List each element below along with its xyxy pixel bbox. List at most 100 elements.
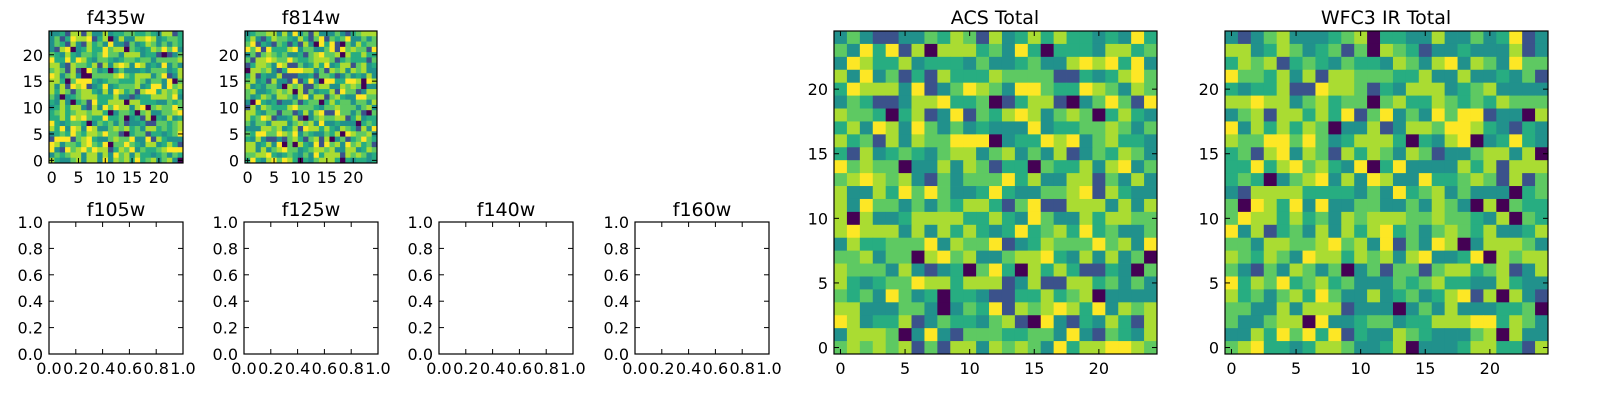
heatmap-cell	[1354, 69, 1368, 84]
heatmap-cell	[1053, 250, 1067, 264]
heatmap-cell	[102, 141, 109, 148]
heatmap-cell	[1496, 328, 1510, 342]
heatmap-cell	[281, 147, 288, 153]
heatmap-cell	[1328, 224, 1342, 239]
heatmap-cell	[1354, 31, 1368, 45]
heatmap-cell	[134, 141, 141, 148]
heatmap-cell	[297, 41, 304, 48]
heatmap-cell	[1522, 289, 1536, 303]
heatmap-cell	[340, 120, 346, 127]
heatmap-cell	[1144, 263, 1158, 277]
heatmap-cell	[266, 147, 272, 153]
heatmap-cell	[1237, 43, 1252, 58]
heatmap-cell	[297, 120, 304, 127]
heatmap-cell	[1457, 224, 1471, 239]
heatmap-cell	[1053, 186, 1067, 200]
heatmap-cell	[1328, 276, 1342, 290]
heatmap-cell	[1131, 147, 1145, 161]
heatmap-cell	[59, 141, 66, 148]
heatmap-cell	[91, 115, 98, 122]
heatmap-cell	[859, 289, 874, 303]
heatmap-cell	[1535, 289, 1549, 303]
heatmap-cell	[260, 83, 267, 90]
x-tick-label: 0.8	[533, 359, 558, 378]
heatmap-cell	[245, 126, 251, 132]
heatmap-cell	[1470, 69, 1484, 84]
heatmap-cell	[281, 78, 288, 85]
heatmap-cell	[1053, 224, 1067, 239]
heatmap-cell	[1131, 82, 1145, 96]
heatmap-cell	[107, 126, 114, 132]
heatmap-cell	[297, 131, 304, 137]
heatmap-cell	[1392, 198, 1407, 213]
heatmap-cell	[250, 115, 256, 122]
heatmap-cell	[150, 36, 157, 42]
heatmap-cell	[75, 89, 82, 95]
heatmap-cell	[355, 73, 362, 79]
heatmap-cell	[113, 36, 120, 42]
heatmap-cell	[898, 250, 912, 264]
heatmap-cell	[1483, 341, 1497, 355]
heatmap-cell	[308, 120, 315, 127]
x-tick-label: 0.2	[63, 359, 88, 378]
heatmap-cell	[303, 73, 309, 79]
x-tick-label: 1.0	[365, 359, 390, 378]
heatmap-cell	[1001, 302, 1016, 316]
heatmap-cell	[1053, 69, 1067, 84]
heatmap-cell	[1522, 198, 1536, 213]
heatmap-cell	[70, 89, 77, 95]
heatmap-cell	[287, 126, 293, 132]
heatmap-cell	[1535, 173, 1549, 187]
panel-f125w: f125w 0.0 0.2 0.4 0.6 0.8 1.00.00.20.40.60.81…	[213, 199, 391, 378]
heatmap-cell	[1237, 82, 1252, 96]
heatmap-cell	[963, 237, 977, 252]
heatmap-cell	[1027, 276, 1042, 290]
heatmap-cell	[271, 36, 278, 42]
heatmap-cell	[1535, 147, 1549, 161]
heatmap-cell	[371, 57, 378, 64]
heatmap-cell	[124, 157, 130, 164]
heatmap-cell	[1483, 160, 1497, 174]
heatmap-cell	[54, 120, 61, 127]
heatmap-cell	[276, 89, 283, 95]
heatmap-cell	[281, 126, 288, 132]
heatmap-cell	[54, 104, 61, 111]
heatmap-cell	[70, 152, 77, 159]
heatmap-cell	[924, 276, 938, 290]
heatmap-cell	[1289, 56, 1303, 71]
heatmap-cell	[1392, 186, 1407, 200]
heatmap-cell	[91, 89, 98, 95]
heatmap-cell	[166, 94, 173, 101]
heatmap-cell	[1367, 56, 1381, 71]
heatmap-cell	[872, 121, 887, 135]
heatmap-cell	[989, 31, 1003, 45]
heatmap-cell	[297, 78, 304, 85]
heatmap-cell	[1066, 341, 1080, 355]
heatmap-cell	[70, 131, 77, 137]
heatmap-cell	[97, 110, 103, 116]
heatmap-cell	[70, 147, 77, 153]
heatmap-cell	[950, 315, 964, 329]
heatmap-cell	[65, 136, 71, 143]
heatmap-cell	[1276, 211, 1290, 226]
heatmap-cell	[1535, 198, 1549, 213]
heatmap-cell	[340, 157, 346, 164]
heatmap-cell	[292, 131, 299, 137]
heatmap-cell	[1014, 43, 1029, 58]
heatmap-cell	[1367, 250, 1381, 264]
heatmap-cell	[1027, 82, 1042, 96]
heatmap-cell	[124, 131, 130, 137]
heatmap-cell	[118, 89, 125, 95]
heatmap-cell	[1027, 160, 1042, 174]
heatmap-cell	[334, 73, 341, 79]
heatmap-cell	[1079, 160, 1093, 174]
heatmap-cell	[245, 94, 251, 101]
heatmap-cell	[976, 31, 990, 45]
heatmap-cell	[134, 67, 141, 74]
heatmap-cell	[65, 147, 71, 153]
heatmap-cell	[250, 141, 256, 148]
heatmap-cell	[1079, 211, 1093, 226]
heatmap-cell	[950, 56, 964, 71]
heatmap-cell	[1040, 250, 1055, 264]
